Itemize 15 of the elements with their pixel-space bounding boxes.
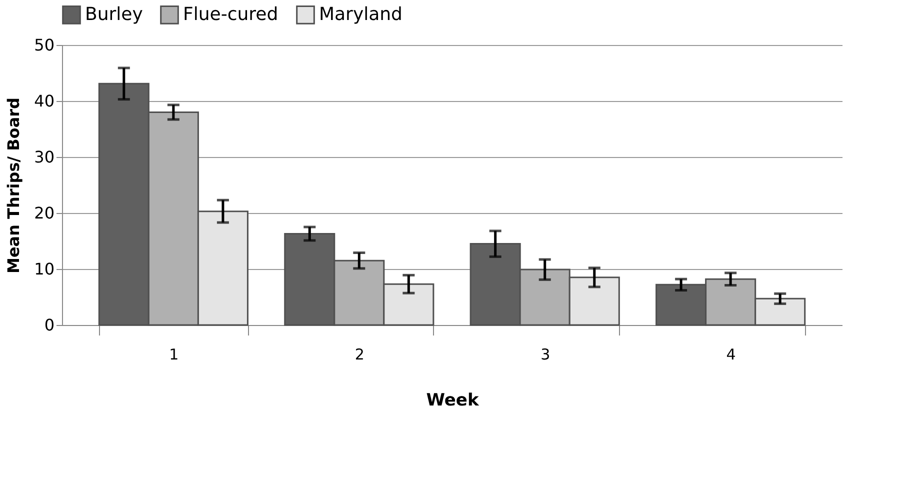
y-axis-title: Mean Thrips/ Board	[4, 98, 24, 274]
y-tick-label: 10	[34, 260, 54, 278]
legend-label: Burley	[85, 4, 144, 25]
legend-label: Maryland	[319, 4, 402, 25]
y-tick-label: 0	[44, 316, 54, 334]
x-tick-label: 1	[169, 346, 179, 364]
x-tick-label: 2	[354, 346, 364, 364]
y-tick-label: 40	[34, 92, 54, 110]
y-tick-label: 30	[34, 148, 54, 166]
x-axis-title: Week	[426, 390, 480, 410]
x-tick-label: 3	[540, 346, 550, 364]
x-tick-label: 4	[726, 346, 736, 364]
y-tick-label: 20	[34, 204, 54, 222]
y-tick-label: 50	[34, 36, 54, 54]
legend-label: Flue-cured	[183, 4, 278, 25]
